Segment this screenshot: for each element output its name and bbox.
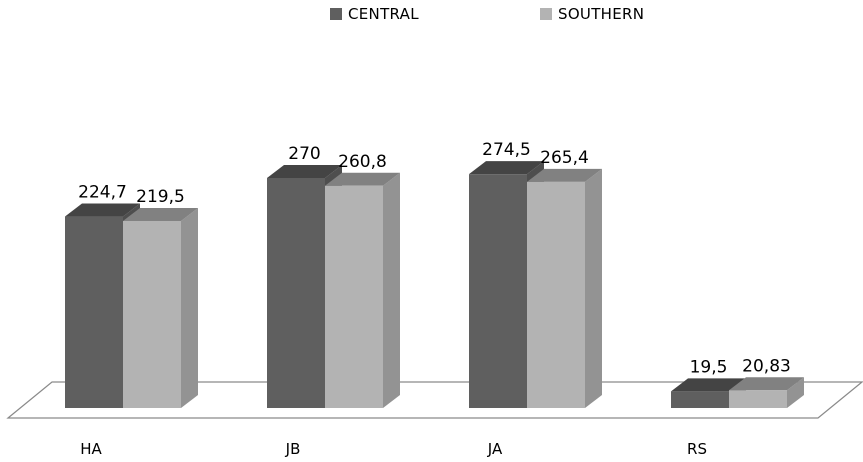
- bar-side-southern-jb: [383, 172, 400, 408]
- data-label-central-rs: 19,5: [690, 357, 728, 377]
- x-tick-label-ha: HA: [80, 440, 102, 458]
- floor-plane: [6, 381, 863, 419]
- legend-item-southern: SOUTHERN: [540, 5, 750, 23]
- x-tick-label-jb: JB: [285, 440, 301, 458]
- bar-southern-ja: [527, 181, 585, 408]
- bar-side-southern-rs: [787, 377, 804, 408]
- bar-central-jb: [267, 177, 325, 408]
- legend-label-southern: SOUTHERN: [558, 5, 645, 23]
- bar-southern-ha: [123, 220, 181, 408]
- bar-top-central-rs: [671, 378, 746, 392]
- bar-side-southern-ja: [585, 168, 602, 408]
- bar-top-central-ha: [65, 203, 140, 217]
- data-label-southern-ha: 219,5: [136, 187, 185, 207]
- legend-swatch-central: [330, 8, 342, 20]
- bar-top-southern-rs: [729, 377, 804, 391]
- bar-central-ja: [469, 174, 527, 408]
- x-tick-label-rs: RS: [687, 440, 707, 458]
- bar-southern-rs: [729, 390, 787, 408]
- data-label-central-ha: 224,7: [78, 183, 127, 203]
- bar-southern-jb: [325, 185, 383, 408]
- bar-top-central-ja: [469, 161, 544, 175]
- x-tick-label-ja: JA: [487, 440, 503, 458]
- bar-central-ha: [65, 216, 123, 408]
- bar-top-southern-jb: [325, 172, 400, 186]
- data-label-central-ja: 274,5: [482, 140, 531, 160]
- data-label-southern-rs: 20,83: [742, 356, 791, 376]
- data-label-central-jb: 270: [288, 144, 320, 164]
- bar-central-rs: [671, 391, 729, 408]
- legend-swatch-southern: [540, 8, 552, 20]
- legend: CENTRAL SOUTHERN: [330, 5, 750, 23]
- legend-label-central: CENTRAL: [348, 5, 419, 23]
- legend-item-central: CENTRAL: [330, 5, 540, 23]
- bar-top-southern-ja: [527, 168, 602, 182]
- data-label-southern-ja: 265,4: [540, 148, 589, 168]
- bar-top-southern-ha: [123, 207, 198, 221]
- bar-top-central-jb: [267, 164, 342, 178]
- data-label-southern-jb: 260,8: [338, 152, 387, 172]
- bar-side-southern-ha: [181, 207, 198, 408]
